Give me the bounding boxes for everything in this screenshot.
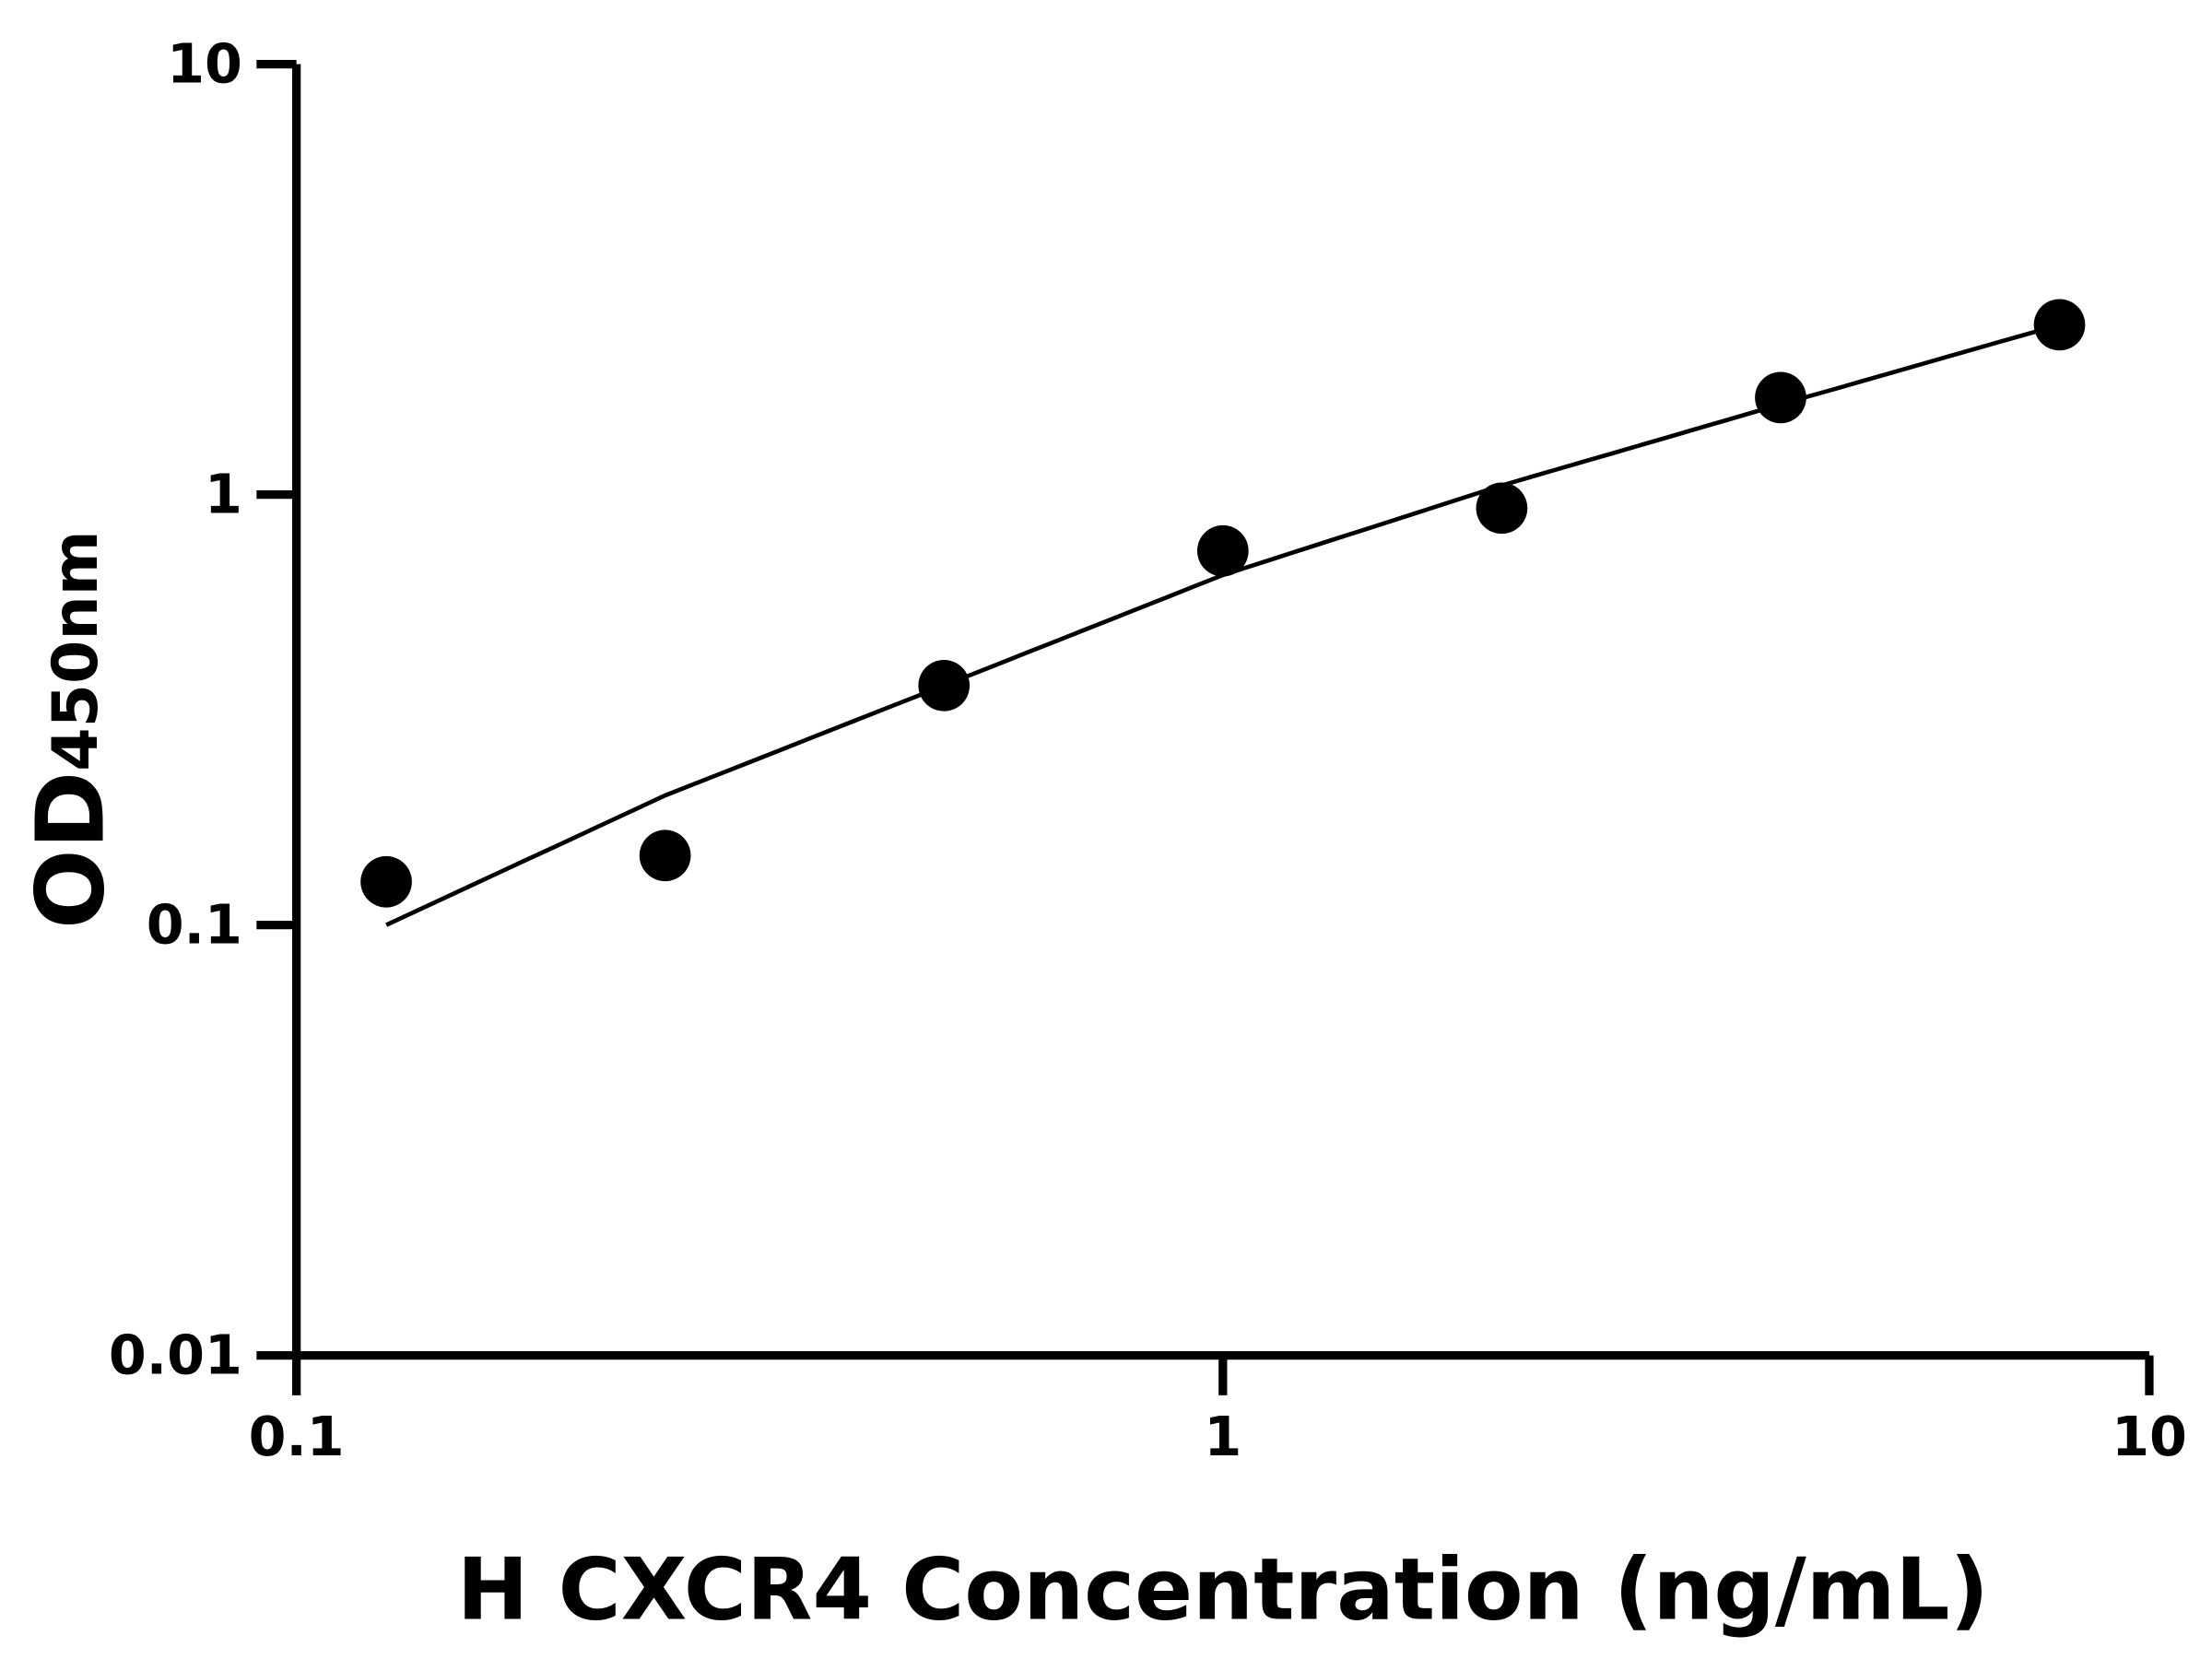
fit-curve	[385, 323, 2061, 927]
x-tick-label: 0.1	[249, 1405, 345, 1468]
y-axis-label-main: OD	[16, 771, 125, 929]
x-tick-label: 10	[2112, 1405, 2187, 1468]
data-points	[360, 299, 2086, 908]
y-axis-label-sub: 450nm	[40, 530, 112, 771]
data-point	[639, 830, 691, 882]
data-point	[2033, 299, 2086, 351]
y-tick-label: 1	[205, 463, 242, 526]
data-point	[360, 855, 412, 908]
y-tick-label: 0.1	[147, 893, 242, 957]
data-point	[1755, 371, 1806, 424]
data-point	[918, 659, 971, 712]
data-point	[1476, 482, 1528, 535]
y-tick-label: 0.01	[109, 1324, 242, 1387]
y-tick-label: 10	[167, 32, 242, 96]
y-axis-label: OD450nm	[16, 530, 125, 929]
axes	[292, 64, 2149, 1360]
data-point	[1196, 524, 1249, 577]
x-axis-label: H CXCR4 Concentration (ng/mL)	[457, 1540, 1989, 1640]
x-tick-label: 1	[1204, 1405, 1241, 1468]
